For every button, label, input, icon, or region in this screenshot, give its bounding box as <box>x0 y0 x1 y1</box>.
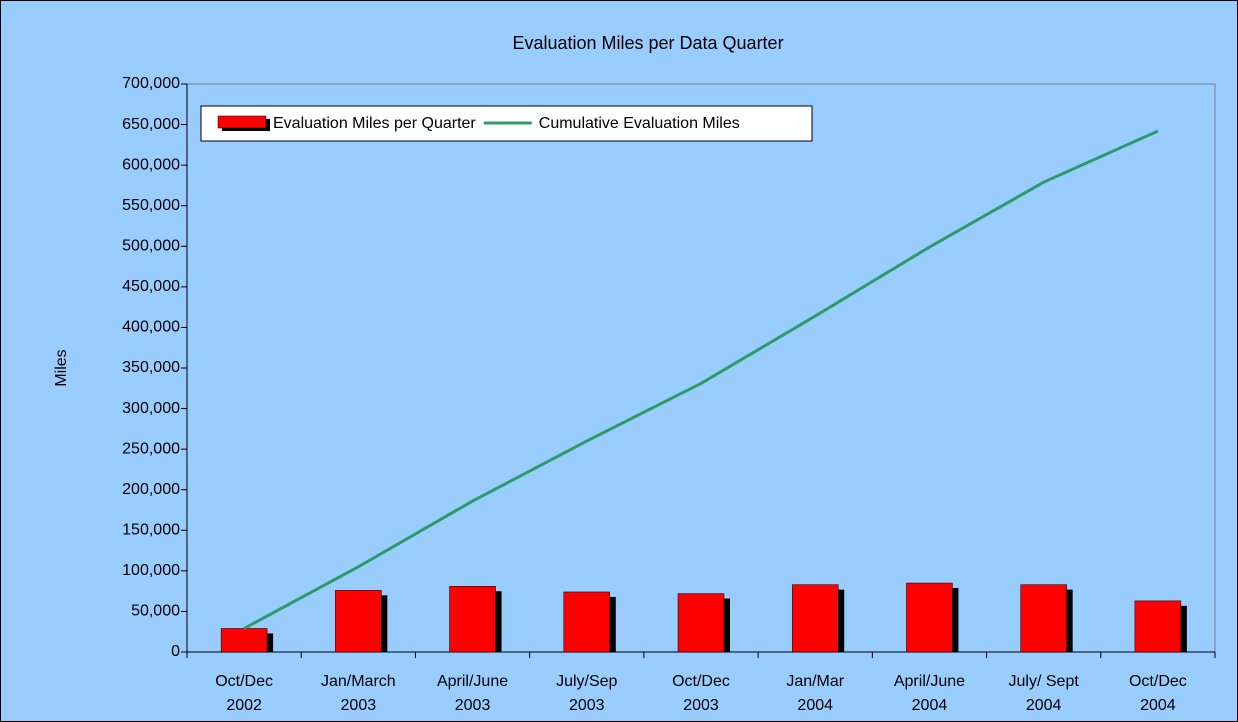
x-tick-label-line: April/June <box>894 673 965 690</box>
bar <box>906 582 953 653</box>
y-tick-label: 50,000 <box>131 603 180 620</box>
x-tick-label: Oct/Dec 2004 <box>1129 673 1187 714</box>
y-tick-label: 150,000 <box>122 522 180 539</box>
x-tick-label-line: 2004 <box>912 697 948 714</box>
y-tick-label: 500,000 <box>122 238 180 255</box>
y-tick-label: 200,000 <box>122 481 180 498</box>
x-tick-label: Jan/Mar 2004 <box>786 673 844 714</box>
x-tick-label: Jan/March 2003 <box>321 673 396 714</box>
plot-area <box>186 83 1216 653</box>
x-tick-label-line: Jan/Mar <box>786 673 844 690</box>
x-tick-label: July/ Sept 2004 <box>1009 673 1080 714</box>
line <box>243 129 1159 630</box>
y-tick-label: 250,000 <box>122 440 180 457</box>
x-tick-label-line: April/June <box>437 673 508 690</box>
x-tick-label: Oct/Dec 2002 <box>215 673 273 714</box>
y-tick-label: 650,000 <box>122 116 180 133</box>
x-tick-label-line: Oct/Dec <box>672 673 730 690</box>
y-tick-label: 0 <box>171 643 180 660</box>
y-tick-label: 350,000 <box>122 359 180 376</box>
legend: Evaluation Miles per Quarter Cumulative E… <box>200 105 813 142</box>
x-tick-label-line: July/Sep <box>556 673 617 690</box>
x-tick-label-line: Oct/Dec <box>215 673 273 690</box>
y-tick-label: 400,000 <box>122 319 180 336</box>
y-axis-label: Miles <box>53 349 70 386</box>
x-tick-label-line: 2004 <box>1026 697 1062 714</box>
chart-title: Evaluation Miles per Data Quarter <box>512 33 783 53</box>
legend-label: Evaluation Miles per Quarter <box>273 115 476 132</box>
x-tick-label-line: July/ Sept <box>1009 673 1080 690</box>
bar <box>449 586 496 653</box>
x-tick-label-line: 2002 <box>226 697 262 714</box>
x-tick-label-line: Oct/Dec <box>1129 673 1187 690</box>
x-tick-label-line: 2003 <box>341 697 377 714</box>
legend-swatch <box>217 115 267 129</box>
y-tick-label: 450,000 <box>122 278 180 295</box>
y-tick-label: 300,000 <box>122 400 180 417</box>
x-tick-label-line: 2004 <box>797 697 833 714</box>
legend-label: Cumulative Evaluation Miles <box>539 115 740 132</box>
x-tick-label: July/Sep 2003 <box>556 673 617 714</box>
x-tick-label-line: 2003 <box>569 697 605 714</box>
y-tick-label: 100,000 <box>122 562 180 579</box>
x-tick-label-line: 2003 <box>455 697 491 714</box>
x-tick-label-line: 2003 <box>683 697 719 714</box>
bar <box>677 593 725 653</box>
y-tick-label: 550,000 <box>122 197 180 214</box>
y-tick-label: 700,000 <box>122 75 180 92</box>
x-tick-label-line: 2004 <box>1140 697 1176 714</box>
bar <box>1134 600 1182 653</box>
bar <box>791 584 839 653</box>
bar <box>220 628 268 653</box>
y-tick-label: 600,000 <box>122 156 180 173</box>
x-tick-label-line: Jan/March <box>321 673 396 690</box>
x-tick-label: April/June 2004 <box>894 673 965 714</box>
x-tick-label: April/June 2003 <box>437 673 508 714</box>
bar <box>335 590 382 653</box>
bar <box>563 591 611 653</box>
bar <box>1020 584 1067 653</box>
x-tick-label: Oct/Dec 2003 <box>672 673 730 714</box>
